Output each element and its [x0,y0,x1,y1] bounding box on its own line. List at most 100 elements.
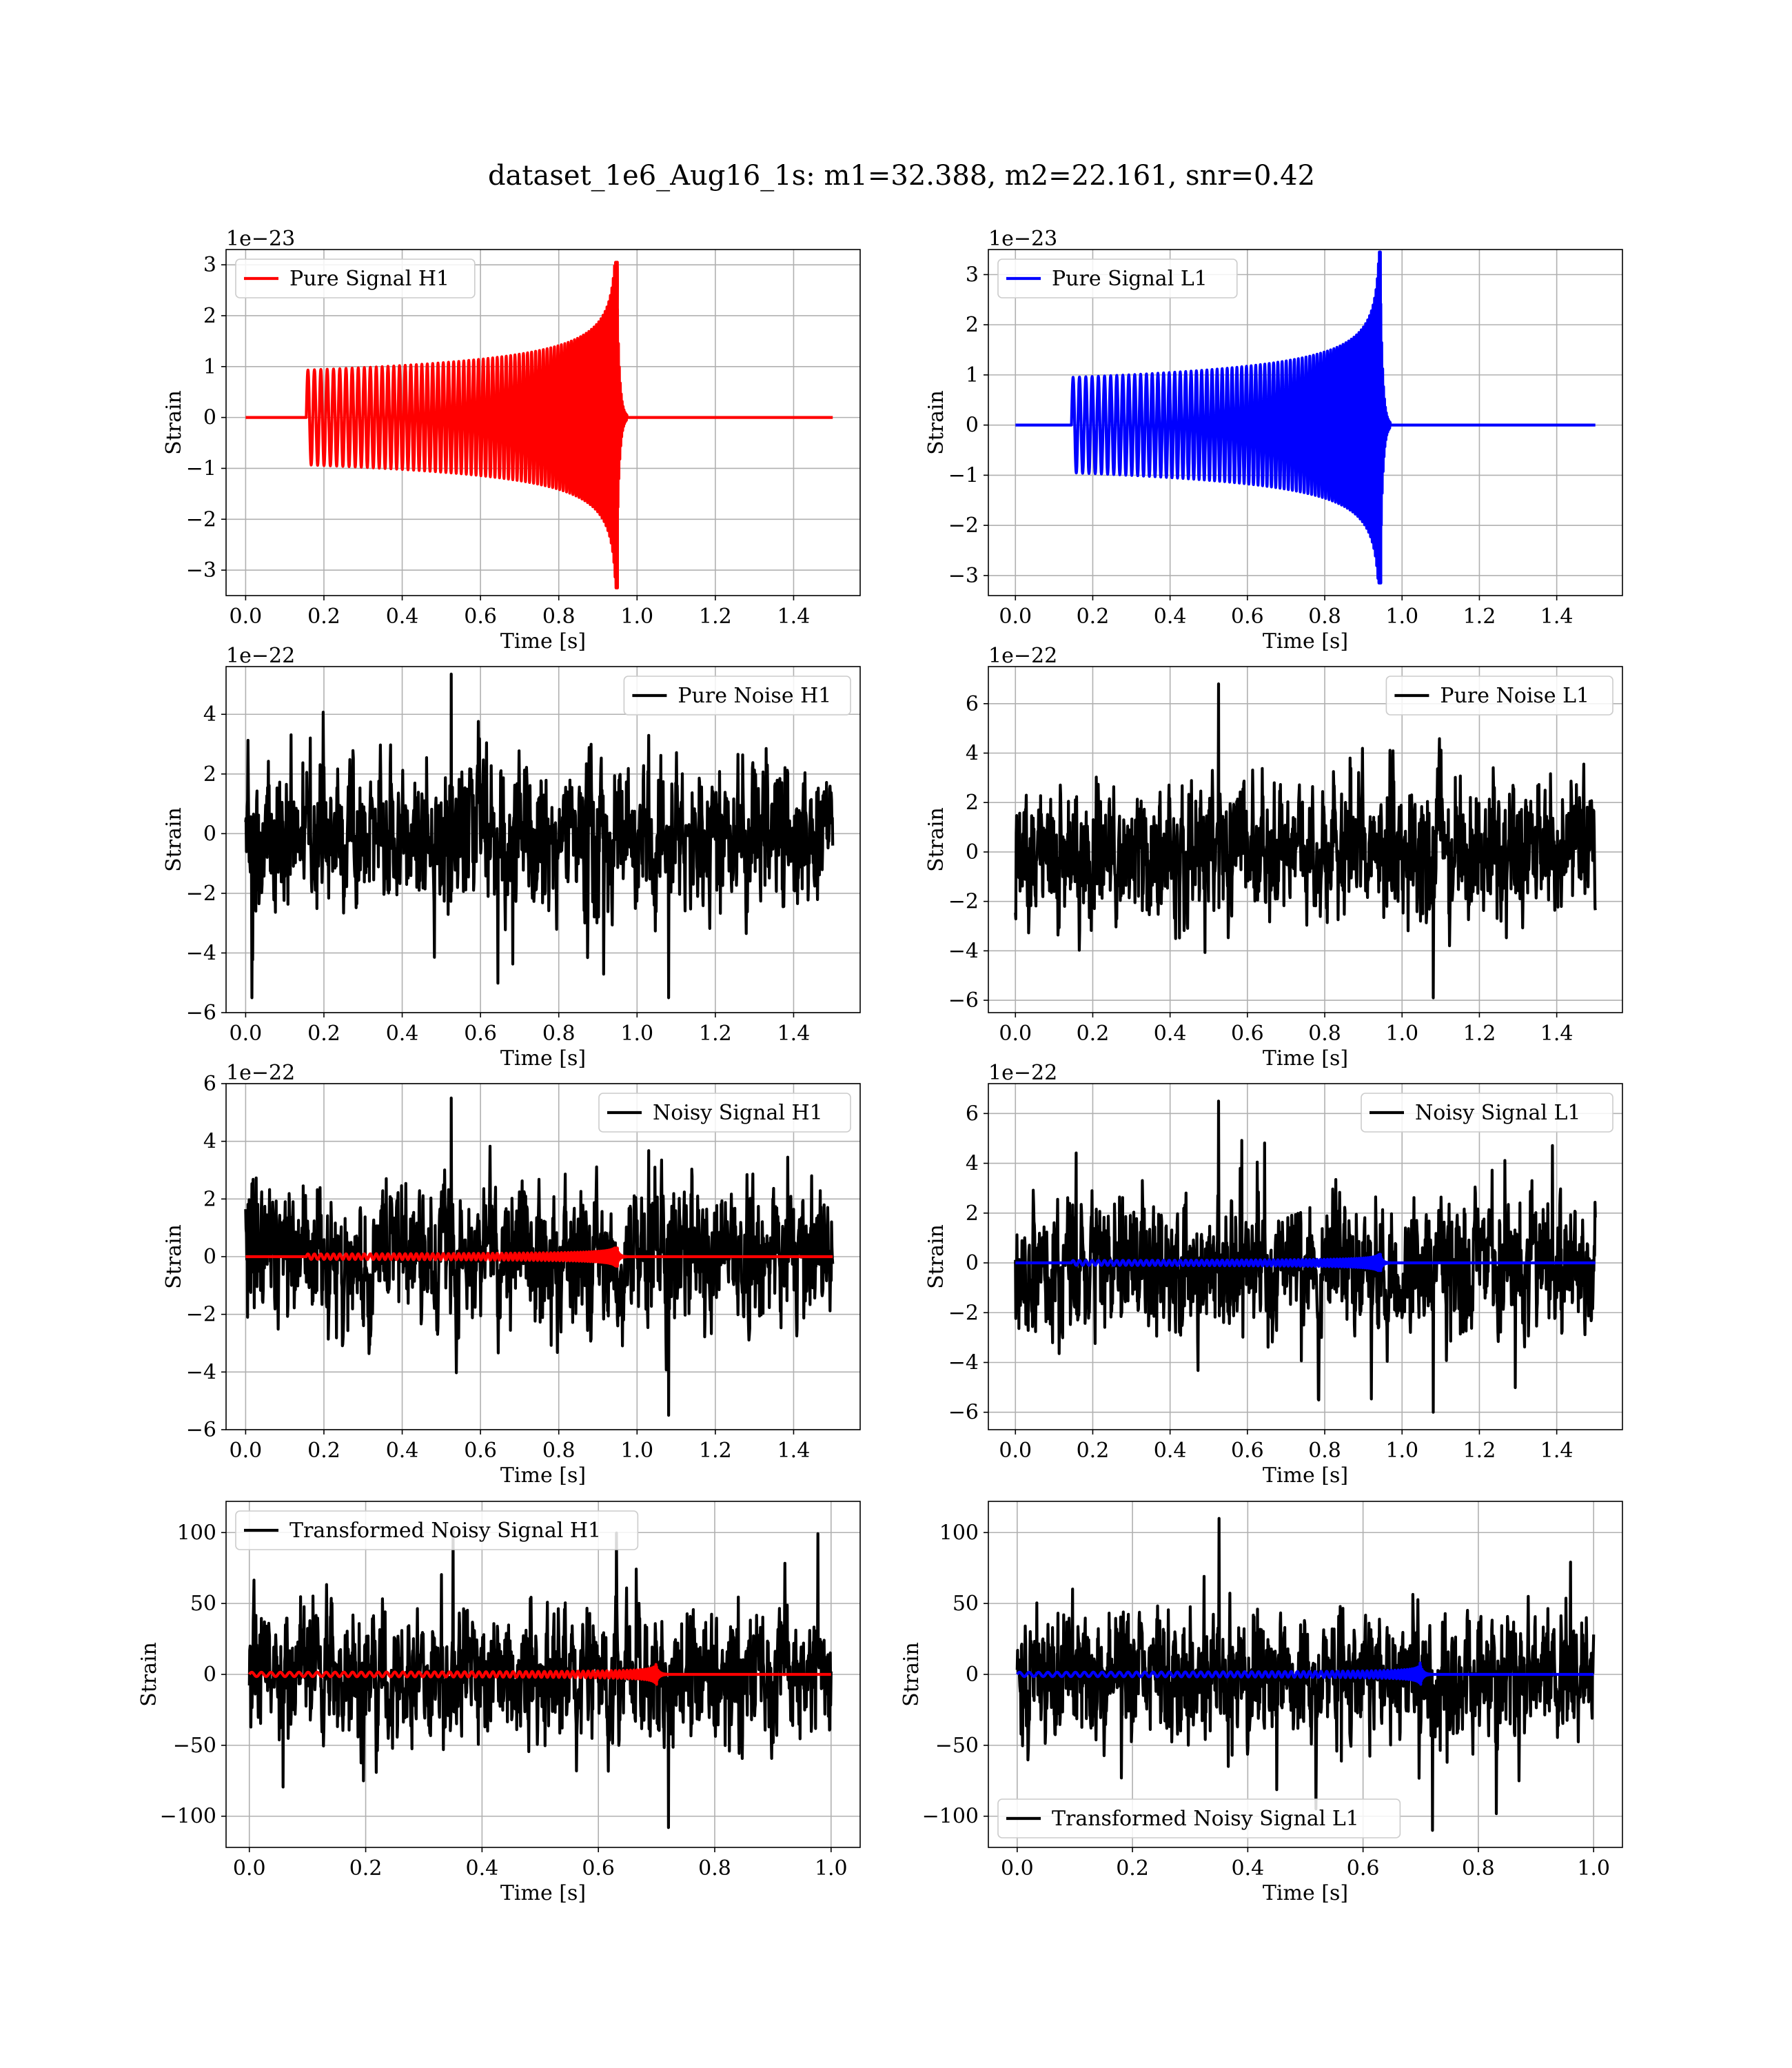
x-tick-label: 1.0 [815,1856,848,1881]
x-tick-label: 0.0 [999,1439,1032,1463]
y-tick-label: 1 [966,363,979,387]
legend-box [623,676,851,716]
y-tick-label: −4 [186,941,216,965]
y-tick-label: −2 [948,1301,979,1325]
y-axis-label: Strain [162,390,186,455]
axes-frame [225,249,861,596]
y-axis-label: Strain [899,1642,924,1707]
series-line-pure-noise-h1 [244,672,835,1000]
x-tick-label: 1.2 [699,605,732,629]
y-tick-label: 3 [203,253,216,277]
y-tick-label: 3 [966,263,979,287]
x-tick-label: 0.2 [1077,1022,1110,1046]
series-line-pure-noise-l1 [1014,682,1597,1000]
series-group [1015,1517,1596,1832]
y-tick-label: −6 [948,989,979,1013]
x-axis-label: Time [s] [1263,1881,1348,1905]
legend-box [997,258,1238,298]
subplot-pure-signal-l1: 0.0 0.2 0.4 0.6 0.8 1.0 1.2 1.4 −3 −2 −1 0 1 2 3 Time [… [924,227,1623,653]
y-tick-label: −2 [186,1303,216,1327]
legend: Transformed Noisy Signal L1 [997,1798,1401,1838]
y-offset-text: 1e−23 [988,227,1057,251]
x-axis-label: Time [s] [500,1046,586,1071]
x-tick-label: 0.2 [349,1856,383,1881]
x-tick-label: 0.4 [1154,1022,1187,1046]
legend: Pure Noise H1 [623,676,851,716]
y-tick-label: −1 [948,463,979,487]
series-line-signal-overlay-1 [245,1246,833,1268]
legend-label: Pure Noise L1 [1440,684,1589,708]
x-tick-label: 1.2 [1463,1439,1496,1463]
x-tick-label: 1.2 [1463,605,1496,629]
x-tick-label: 0.6 [464,605,497,629]
x-tick-label: 0.0 [999,1022,1032,1046]
x-tick-label: 0.0 [1001,1856,1034,1881]
series-line-signal-overlay-1 [1015,1253,1596,1273]
x-tick-label: 0.4 [1154,605,1187,629]
y-tick-label: 6 [966,1102,979,1126]
legend-box [235,1510,639,1550]
series-line-transformed-noisy-signal-l1 [1015,1517,1596,1832]
subplot-noisy-signal-h1: 0.0 0.2 0.4 0.6 0.8 1.0 1.2 1.4 −6 −4 −2 0 2 4 6 Time [… [162,1061,861,1488]
y-tick-label: 0 [203,822,216,846]
x-tick-label: 0.0 [230,1022,263,1046]
y-tick-label: 2 [966,791,979,815]
y-axis-label: Strain [924,390,948,455]
y-offset-text: 1e−22 [988,644,1057,668]
y-tick-label: −6 [948,1401,979,1425]
x-tick-label: 1.0 [1385,1439,1418,1463]
legend: Transformed Noisy Signal H1 [235,1510,639,1550]
y-axis-label: Strain [162,1224,186,1289]
y-tick-label: −6 [186,1418,216,1442]
x-tick-label: 0.4 [466,1856,499,1881]
x-tick-label: 1.0 [620,1439,653,1463]
legend-label: Pure Noise H1 [678,684,831,708]
x-tick-label: 0.8 [542,1439,576,1463]
y-tick-label: 2 [966,313,979,337]
x-tick-label: 1.0 [1577,1856,1610,1881]
axes-frame [988,249,1623,596]
series-line-signal-overlay-1 [248,1663,831,1686]
x-tick-label: 0.6 [1231,1439,1264,1463]
axes-frame [988,1083,1623,1430]
y-tick-label: −4 [948,939,979,963]
legend-box [1385,676,1613,716]
x-tick-label: 0.8 [542,605,576,629]
subplot-pure-noise-l1: 0.0 0.2 0.4 0.6 0.8 1.0 1.2 1.4 −6 −4 −2 0 2 4 6 Time [… [924,644,1623,1071]
x-tick-label: 1.2 [1463,1022,1496,1046]
figure-title: dataset_1e6_Aug16_1s: m1=32.388, m2=22.1… [488,160,1315,192]
legend-box [235,258,476,298]
y-tick-label: −3 [948,564,979,588]
x-axis-label: Time [s] [500,1881,586,1905]
y-tick-label: 2 [203,304,216,328]
series-group [245,261,833,589]
series-group [247,1527,833,1829]
y-tick-label: −2 [186,882,216,906]
axes-frame [225,666,861,1013]
x-tick-label: 0.2 [1116,1856,1149,1881]
y-tick-label: 0 [966,1663,979,1687]
y-tick-label: −2 [948,890,979,914]
series-line-noisy-signal-h1 [244,1096,835,1417]
x-tick-label: 1.4 [777,1439,811,1463]
y-offset-text: 1e−22 [988,1061,1057,1085]
y-offset-text: 1e−22 [226,1061,295,1085]
x-tick-label: 0.2 [1077,605,1110,629]
x-tick-label: 0.8 [1308,1022,1341,1046]
x-tick-label: 1.0 [1385,1022,1418,1046]
y-tick-label: 50 [190,1592,216,1616]
y-tick-label: 50 [953,1592,979,1616]
x-axis-label: Time [s] [1263,629,1348,653]
x-tick-label: 1.0 [1385,605,1418,629]
legend: Pure Signal H1 [235,258,476,298]
x-tick-label: 0.8 [542,1022,576,1046]
x-tick-label: 1.4 [777,1022,811,1046]
y-tick-label: 0 [966,414,979,438]
x-axis-label: Time [s] [1263,1046,1348,1071]
legend: Noisy Signal L1 [1361,1093,1613,1133]
y-tick-label: −2 [948,514,979,538]
y-tick-label: 4 [203,1130,216,1154]
y-tick-label: −50 [173,1734,216,1758]
x-tick-label: 0.6 [1347,1856,1380,1881]
